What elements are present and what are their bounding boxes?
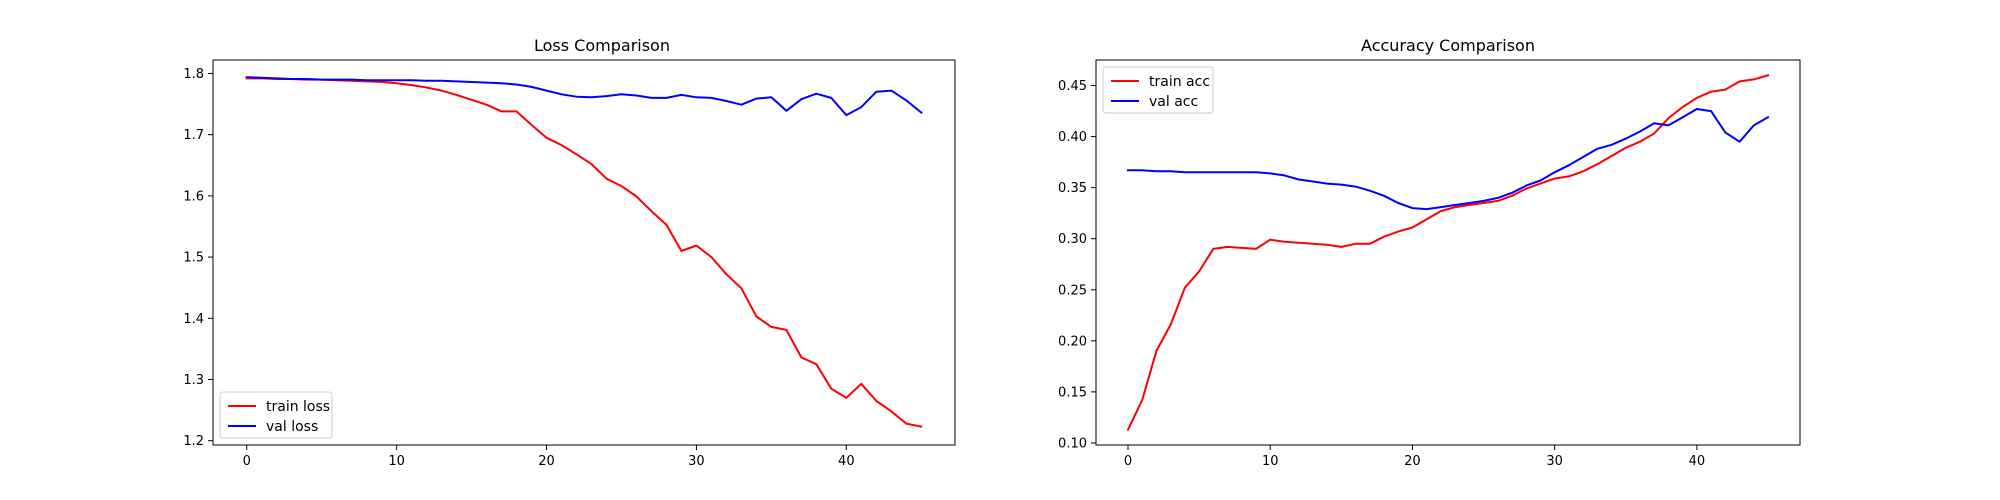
y-tick-label: 0.10 <box>1058 436 1087 451</box>
x-tick-label: 30 <box>1546 454 1563 469</box>
chart-title: Loss Comparison <box>534 36 670 55</box>
axis-ticks: 0 10 20 30 40 1.2 1.3 1.4 1.5 1.6 1.7 1.8 <box>183 67 854 469</box>
y-tick-label: 0.25 <box>1058 283 1087 298</box>
legend-label: train acc <box>1149 74 1210 90</box>
legend-label: val loss <box>266 419 318 435</box>
x-tick-label: 20 <box>1404 454 1421 469</box>
legend-label: val acc <box>1149 94 1198 110</box>
y-tick-label: 0.40 <box>1058 130 1087 145</box>
y-tick-label: 1.6 <box>183 189 204 204</box>
y-tick-label: 0.45 <box>1058 79 1087 94</box>
train-acc-line <box>1126 74 1770 432</box>
val-loss-line <box>245 76 923 117</box>
plot-lines <box>245 76 923 428</box>
y-tick-label: 1.8 <box>183 67 204 82</box>
x-tick-label: 0 <box>243 454 251 469</box>
chart-title: Accuracy Comparison <box>1361 36 1535 55</box>
y-tick-label: 1.2 <box>183 434 204 449</box>
plot-frame <box>212 59 956 446</box>
legend-label: train loss <box>266 399 330 415</box>
val-acc-line <box>1127 108 1770 211</box>
x-tick-label: 0 <box>1124 454 1132 469</box>
x-tick-label: 40 <box>1689 454 1706 469</box>
x-tick-label: 10 <box>388 454 405 469</box>
accuracy-comparison-chart: Accuracy Comparison 0 10 20 30 40 0.10 0.15 0.2… <box>1058 36 1801 469</box>
y-tick-label: 0.15 <box>1058 385 1087 400</box>
y-tick-label: 0.20 <box>1058 334 1087 349</box>
train-loss-line <box>245 77 923 428</box>
y-tick-label: 1.3 <box>183 373 204 388</box>
y-tick-label: 0.30 <box>1058 232 1087 247</box>
x-tick-label: 30 <box>688 454 705 469</box>
y-tick-label: 1.7 <box>183 128 204 143</box>
y-tick-label: 0.35 <box>1058 181 1087 196</box>
y-tick-label: 1.4 <box>183 312 204 327</box>
legend: train acc val acc <box>1102 66 1214 114</box>
x-tick-label: 20 <box>538 454 555 469</box>
axis-ticks: 0 10 20 30 40 0.10 0.15 0.20 0.25 0.30 0.35 0.40 0.4… <box>1058 79 1705 469</box>
x-tick-label: 10 <box>1262 454 1279 469</box>
plot-frame <box>1095 59 1801 446</box>
loss-comparison-chart: Loss Comparison 0 10 20 30 40 1.2 1.3 1.4 1.5 1.6… <box>183 36 956 469</box>
legend: train loss val loss <box>219 391 333 439</box>
x-tick-label: 40 <box>838 454 855 469</box>
y-tick-label: 1.5 <box>183 251 204 266</box>
plot-lines <box>1126 74 1770 432</box>
